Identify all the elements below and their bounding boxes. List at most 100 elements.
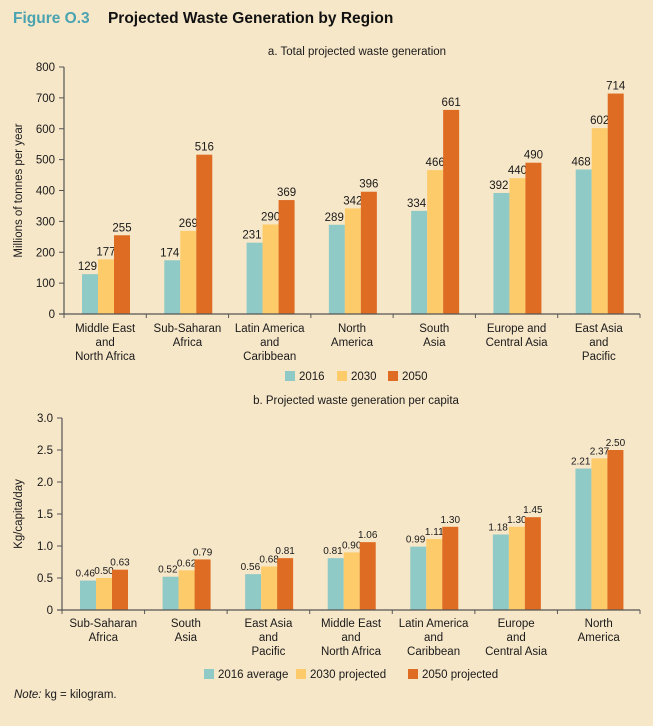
total-category-label-line: North Africa	[75, 351, 136, 363]
total-category-label-line: and	[96, 337, 115, 349]
total-legend-label: 2030	[351, 371, 377, 383]
per-capita-data-label: 1.30	[441, 515, 461, 526]
total-data-label: 602	[590, 115, 609, 127]
per-capita-category-label-line: Central Asia	[485, 646, 548, 658]
figure-header: Figure O.3 Projected Waste Generation by…	[13, 10, 393, 28]
total-data-label: 174	[160, 247, 180, 259]
total-bar-2030	[98, 259, 114, 314]
per-capita-bar-2030	[261, 566, 278, 610]
per-capita-category-label-line: Sub-Saharan	[69, 618, 137, 630]
figure-number: Figure O.3	[13, 10, 90, 27]
total-category-label-line: Latin America	[235, 323, 305, 335]
footnote: Note: kg = kilogram.	[14, 689, 117, 701]
total-category-label-line: Pacific	[582, 351, 616, 363]
per-capita-bar-2016	[575, 468, 592, 610]
per-capita-category-label-line: Europe	[498, 618, 535, 630]
total-category-label-line: and	[260, 337, 279, 349]
per-capita-legend-swatch-2050	[408, 669, 418, 679]
per-capita-bar-2050	[194, 559, 211, 610]
per-capita-y-tick-label: 0	[47, 605, 53, 617]
per-capita-category-label: East Asia and Pacific	[244, 618, 293, 658]
per-capita-category-label: Latin America and Caribbean	[399, 618, 469, 658]
total-legend-swatch-2030	[337, 371, 347, 381]
per-capita-data-label: 0.68	[259, 554, 279, 565]
total-data-label: 177	[96, 246, 115, 258]
total-data-label: 392	[489, 180, 508, 192]
total-bar-2016	[493, 192, 510, 314]
per-capita-data-label: 0.79	[193, 547, 213, 558]
per-capita-category-label: Europe and Central Asia	[485, 618, 548, 658]
per-capita-legend-swatch-2016	[204, 669, 214, 679]
per-capita-data-label: 0.90	[342, 540, 362, 551]
per-capita-category-label-line: and	[341, 632, 360, 644]
total-y-tick-label: 0	[49, 309, 55, 321]
total-y-tick-label: 400	[36, 186, 55, 198]
total-bar-2016	[411, 210, 428, 314]
per-capita-y-tick-label: 3.0	[37, 413, 53, 425]
total-bar-2050	[114, 235, 130, 314]
note-label: Note:	[14, 689, 42, 701]
total-category-label: East Asia and Pacific	[575, 323, 624, 363]
per-capita-bar-2050	[607, 450, 624, 610]
total-category-label-line: Sub-Saharan	[154, 323, 222, 335]
total-y-tick-label: 300	[36, 216, 55, 228]
total-category-label: Latin America and Caribbean	[235, 323, 305, 363]
total-category-label-line: and	[589, 337, 608, 349]
total-data-label: 440	[508, 165, 527, 177]
per-capita-category-label-line: Caribbean	[407, 646, 460, 658]
total-category-label-line: North	[338, 323, 366, 335]
total-y-tick-label: 100	[36, 278, 55, 290]
per-capita-bar-2050	[442, 526, 459, 610]
total-legend-label: 2050	[402, 371, 428, 383]
total-bar-2030	[591, 128, 608, 314]
per-capita-y-tick-label: 2.0	[37, 477, 53, 489]
per-capita-category-label-line: and	[424, 632, 443, 644]
per-capita-data-label: 2.21	[571, 457, 591, 468]
total-data-label: 289	[325, 212, 344, 224]
per-capita-category-label-line: South	[171, 618, 201, 630]
total-bar-2030	[509, 178, 526, 314]
per-capita-bar-2016	[410, 546, 427, 610]
per-capita-category-label-line: and	[259, 632, 278, 644]
per-capita-bar-2030	[96, 578, 112, 610]
total-category-label-line: America	[331, 337, 374, 349]
total-chart-title: a. Total projected waste generation	[268, 46, 446, 58]
total-legend-swatch-2016	[285, 371, 295, 381]
total-bar-2016	[246, 242, 263, 314]
total-category-label-line: Africa	[173, 337, 203, 349]
total-y-tick-label: 500	[36, 155, 55, 167]
total-y-tick-label: 700	[36, 93, 55, 105]
per-capita-legend-label: 2050 projected	[422, 669, 498, 681]
per-capita-bar-2016	[80, 580, 96, 610]
per-capita-data-label: 0.81	[323, 546, 343, 557]
total-category-label: Middle East and North Africa	[75, 323, 136, 363]
total-category-label: Europe and Central Asia	[486, 323, 549, 349]
per-capita-category-label-line: Africa	[89, 632, 119, 644]
total-data-label: 129	[78, 261, 97, 273]
per-capita-data-label: 0.63	[110, 558, 130, 569]
note-text: kg = kilogram.	[44, 689, 117, 701]
per-capita-bar-2050	[359, 542, 376, 610]
total-bar-2050	[525, 162, 542, 314]
total-data-label: 255	[112, 222, 131, 234]
per-capita-category-label-line: Latin America	[399, 618, 469, 630]
per-capita-category-label-line: North	[585, 618, 613, 630]
per-capita-category-label-line: Pacific	[251, 646, 285, 658]
total-data-label: 269	[179, 218, 198, 230]
total-category-label-line: Caribbean	[243, 351, 296, 363]
per-capita-y-axis-label: Kg/capita/day	[13, 479, 25, 549]
per-capita-y-tick-label: 1.0	[37, 541, 53, 553]
per-capita-category-label-line: North Africa	[321, 646, 382, 658]
per-capita-bar-2050	[524, 517, 541, 610]
per-capita-category-label: North America	[578, 618, 621, 644]
per-capita-data-label: 0.50	[94, 566, 114, 577]
total-bar-2050	[278, 200, 295, 314]
per-capita-data-label: 1.45	[523, 505, 543, 516]
per-capita-legend-swatch-2030	[296, 669, 306, 679]
total-category-label-line: Asia	[423, 337, 446, 349]
per-capita-data-label: 0.46	[76, 569, 96, 580]
total-category-label: South Asia	[419, 323, 449, 349]
total-legend-swatch-2050	[388, 371, 398, 381]
per-capita-legend-label: 2016 average	[218, 669, 288, 681]
